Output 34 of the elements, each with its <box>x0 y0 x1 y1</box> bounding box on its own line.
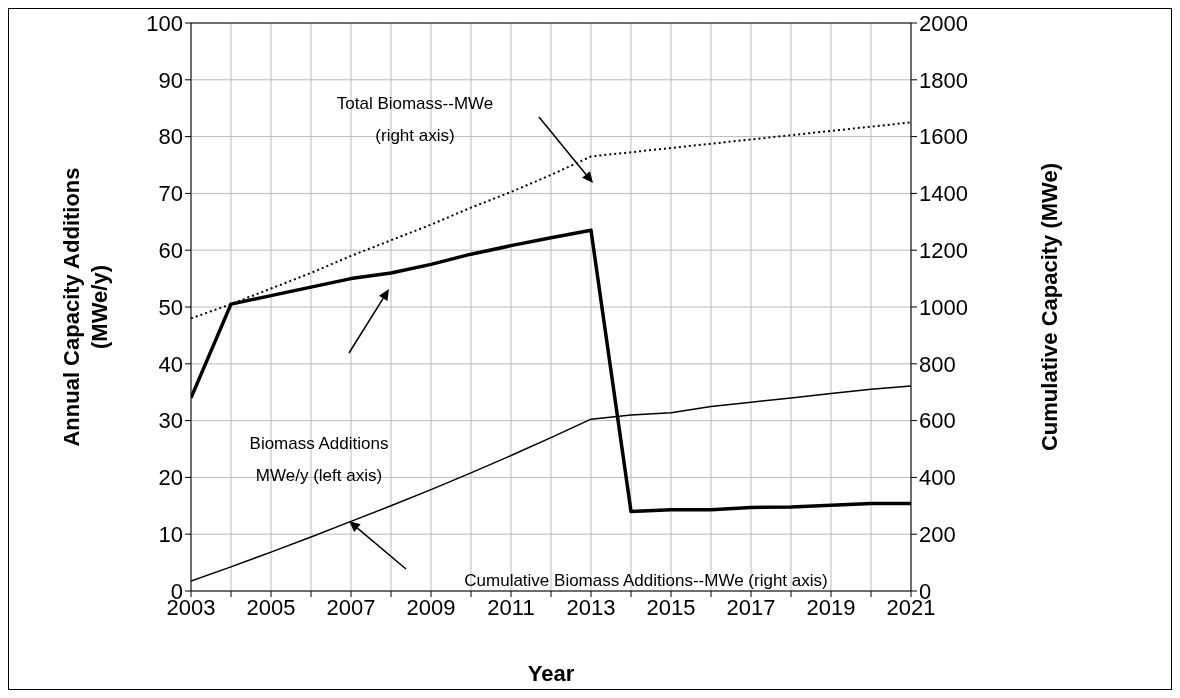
annotation: Cumulative Biomass Additions--MWe (right axis) <box>464 571 828 590</box>
x-tick-label: 2005 <box>246 594 296 620</box>
y-tick-label: 70 <box>158 181 183 207</box>
y2-tick-label: 800 <box>919 351 956 377</box>
y-tick-label: 40 <box>158 351 183 377</box>
x-tick-label: 2011 <box>487 594 535 620</box>
annotation: Biomass Additions MWe/y (left axis) <box>249 434 389 485</box>
y2-tick-label: 200 <box>919 522 956 548</box>
y2-tick-label: 400 <box>919 465 956 491</box>
y2-tick-label: 1600 <box>919 124 968 150</box>
x-tick-label: 2013 <box>566 594 616 620</box>
annotation: Total Biomass--MWe (right axis) <box>336 94 494 145</box>
y-tick-label: 80 <box>158 124 183 150</box>
x-tick-label: 2009 <box>406 594 456 620</box>
y2-tick-label: 1400 <box>919 181 968 207</box>
y2-tick-label: 2000 <box>919 10 968 36</box>
y2-tick-label: 1200 <box>919 238 968 264</box>
y2-tick-label: 1000 <box>919 294 968 320</box>
x-axis-title: Year <box>527 661 575 686</box>
y-tick-label: 90 <box>158 67 183 93</box>
y-tick-label: 30 <box>158 408 183 434</box>
y-tick-label: 50 <box>158 294 183 320</box>
y-tick-label: 100 <box>146 10 183 36</box>
x-tick-label: 2019 <box>806 594 856 620</box>
y2-tick-label: 600 <box>919 408 956 434</box>
y-axis-title: Annual Capacity Additions (MWe/y) <box>59 167 112 447</box>
y-tick-label: 60 <box>158 238 183 264</box>
y-tick-label: 10 <box>158 522 183 548</box>
y-tick-label: 20 <box>158 465 183 491</box>
x-tick-label: 2015 <box>646 594 696 620</box>
y2-tick-label: 1800 <box>919 67 968 93</box>
x-tick-label: 2007 <box>326 594 376 620</box>
x-tick-label: 2017 <box>726 594 776 620</box>
y2-axis-title: Cumulative Capacity (MWe) <box>1037 162 1062 452</box>
